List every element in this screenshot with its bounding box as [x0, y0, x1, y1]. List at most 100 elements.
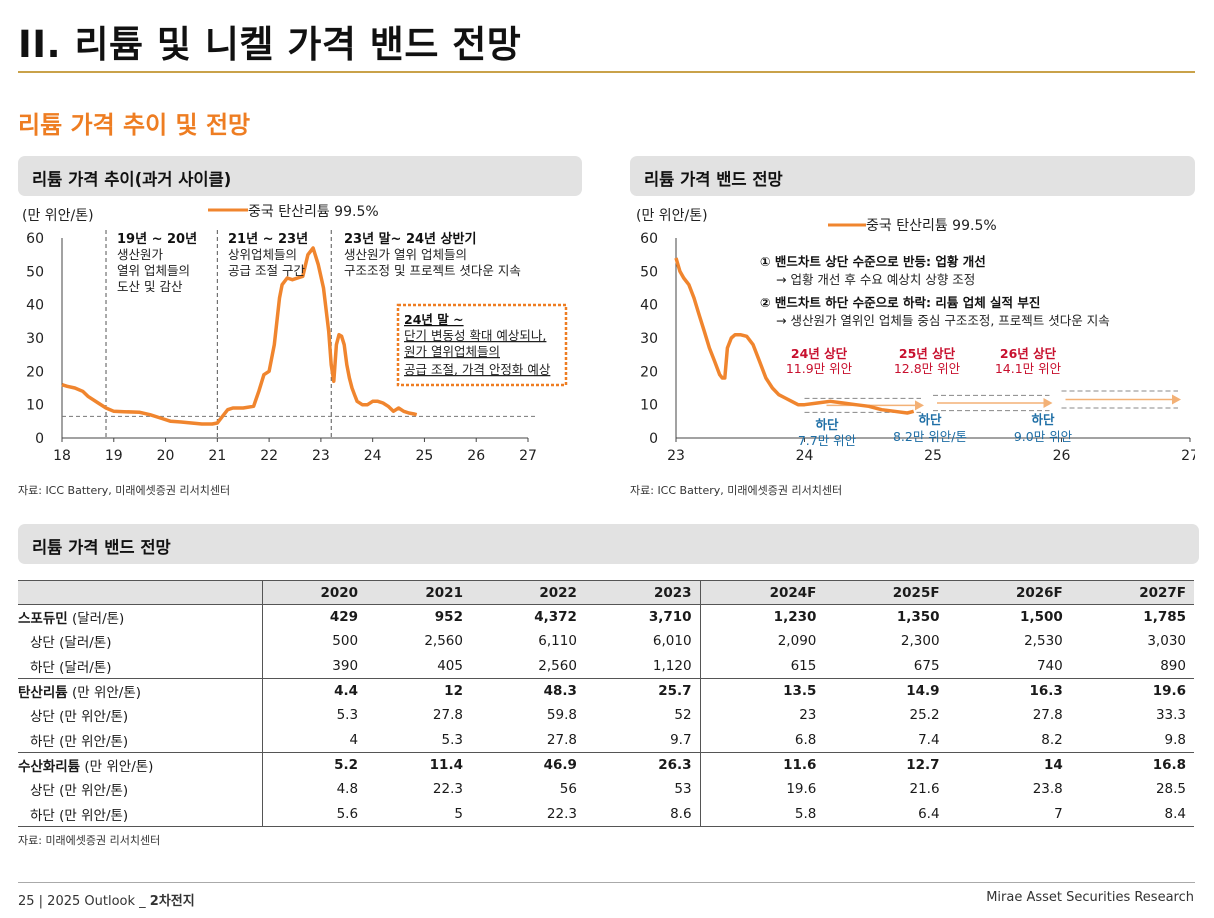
right-x-tick: 23: [667, 448, 685, 464]
right-chart-header: 리튬 가격 밴드 전망: [630, 156, 1195, 196]
table-row: 상단 (만 위안/톤) 5.3 27.8 59.8 52 23 25.2 27.8 33.3: [18, 703, 1194, 728]
left-y-tick: 50: [26, 264, 44, 280]
table-cell: 9.8: [1164, 731, 1186, 748]
right-y-tick: 30: [640, 331, 658, 347]
phase2-line1: 상위업체들의: [228, 247, 297, 262]
table-cell: 56: [559, 781, 577, 798]
callout-title: 24년 말 ~: [404, 312, 464, 327]
table-cell: 3,710: [584, 604, 701, 630]
table-cell: 59.8: [546, 707, 577, 724]
column-header: 2022: [470, 580, 585, 605]
note2-sub: → 생산원가 열위인 업체들 중심 구조조정, 프로젝트 셧다운 지속: [776, 313, 1110, 328]
row-label: 탄산리튬 (만 위안/톤): [18, 677, 263, 704]
right-x-tick: 27: [1181, 448, 1195, 464]
table-cell: 12.7: [824, 751, 948, 778]
table-cell: 48.3: [470, 677, 585, 704]
table-row: 상단 (만 위안/톤) 4.8 22.3 56 53 19.6 21.6 23.8 28.5: [18, 777, 1194, 802]
phase3-line2: 구조조정 및 프로젝트 셧다운 지속: [344, 263, 521, 278]
table-cell: 14: [947, 751, 1071, 778]
row-label-unit: (만 위안/톤): [80, 758, 154, 775]
row-label-name: 탄산리튬: [18, 685, 68, 702]
left-x-tick: 27: [519, 448, 537, 464]
left-chart-title: 리튬 가격 추이(과거 사이클): [32, 170, 232, 189]
left-x-tick: 22: [260, 448, 278, 464]
section-title: 리튬 가격 추이 및 전망: [18, 111, 251, 139]
table-cell: 11.4: [366, 751, 471, 778]
left-x-tick: 26: [467, 448, 485, 464]
phase2-line2: 공급 조절 구간: [228, 263, 305, 278]
left-callout-box: [396, 303, 568, 387]
upper-label-26: 26년 상단: [1000, 346, 1057, 361]
table-cell: 16.8: [1070, 751, 1194, 778]
table-cell: 19.6: [786, 781, 817, 798]
table-cell: 5.3: [336, 707, 359, 724]
table-cell: 1,785: [1070, 604, 1194, 630]
column-header: 2025F: [824, 580, 948, 605]
left-y-unit: (만 위안/톤): [22, 208, 94, 224]
table-cell: 5.2: [262, 751, 367, 778]
table-cell: 675: [913, 657, 940, 674]
table-row: 하단 (달러/톤) 390 405 2,560 1,120 615 675 740 890: [18, 653, 1194, 679]
lower-value-24: 7.7만 위안: [798, 433, 857, 448]
upper-value-25: 12.8만 위안: [894, 361, 961, 376]
table-cell: 2,530: [1024, 633, 1063, 650]
left-legend-label: 중국 탄산리튬 99.5%: [248, 204, 379, 220]
table-cell: 390: [332, 657, 359, 674]
right-chart-title: 리튬 가격 밴드 전망: [644, 170, 783, 189]
lower-label-24: 하단: [815, 417, 839, 432]
table-title: 리튬 가격 밴드 전망: [32, 538, 171, 557]
right-x-tick: 24: [796, 448, 814, 464]
table-cell: 1,230: [700, 604, 825, 630]
table-cell: 11.6: [700, 751, 825, 778]
table-cell: 23: [799, 707, 817, 724]
phase3-line1: 생산원가 열위 업체들의: [344, 247, 467, 262]
table-row: 상단 (달러/톤) 500 2,560 6,110 6,010 2,090 2,300 2,5…: [18, 629, 1194, 654]
right-legend-label: 중국 탄산리튬 99.5%: [866, 218, 997, 234]
band-arrow-head: [1043, 398, 1053, 408]
row-label: 하단 (달러/톤): [18, 653, 263, 679]
table-cell: 7.4: [918, 731, 940, 748]
note2-title: ② 밴드차트 하단 수준으로 하락: 리튬 업체 실적 부진: [760, 295, 1040, 310]
row-label-name: 스포듀민: [18, 611, 68, 628]
table-cell: 27.8: [1032, 707, 1063, 724]
footer-left-bold: 2차전지: [149, 894, 195, 909]
table-source: 자료: 미래에셋증권 리서치센터: [18, 834, 161, 847]
right-y-unit: (만 위안/톤): [636, 208, 708, 224]
table-cell: 8.6: [584, 801, 701, 827]
right-y-tick: 10: [640, 398, 658, 414]
phase1-line3: 도산 및 감산: [117, 279, 183, 294]
left-x-tick: 23: [312, 448, 330, 464]
table-cell: 52: [584, 703, 701, 728]
table-cell: 2,090: [777, 633, 817, 650]
table-cell: 740: [1036, 657, 1063, 674]
table-header: 리튬 가격 밴드 전망: [18, 524, 1199, 564]
phase2-title: 21년 ~ 23년: [228, 232, 308, 247]
row-label-name: 수산화리튬: [18, 758, 81, 775]
column-header: 2020: [262, 580, 367, 605]
table-cell: 2,560: [424, 633, 463, 650]
left-x-tick: 20: [157, 448, 175, 464]
right-chart: (만 위안/톤) 중국 탄산리튬 99.5% 0 10 20 30 40 50 60 23 2…: [636, 208, 1195, 464]
table-cell: 27.8: [432, 707, 463, 724]
upper-value-26: 14.1만 위안: [995, 361, 1062, 376]
lower-value-26: 9.0만 위안: [1014, 429, 1073, 444]
callout-line1: 단기 변동성 확대 예상되나,: [404, 328, 546, 343]
page-title: II. 리튬 및 니켈 가격 밴드 전망: [18, 23, 522, 66]
table-cell: 5.8: [700, 801, 825, 827]
table-cell: 8.4: [1070, 801, 1194, 827]
note1-title: ① 밴드차트 상단 수준으로 반등: 업황 개선: [760, 254, 986, 269]
right-series-line: [674, 257, 915, 415]
lower-value-25: 8.2만 위안/톤: [893, 429, 967, 444]
row-label: 하단 (만 위안/톤): [18, 801, 263, 827]
right-x-tick: 26: [1053, 448, 1071, 464]
table-cell: 5.6: [262, 801, 367, 827]
table-cell: 28.5: [1155, 781, 1186, 798]
table-cell: 22.3: [432, 781, 463, 798]
right-y-tick: 0: [649, 431, 658, 447]
table-cell: 500: [332, 633, 359, 650]
table-cell: 22.3: [470, 801, 585, 827]
left-y-tick: 20: [26, 364, 44, 380]
title-rule: [18, 71, 1195, 73]
left-y-tick: 60: [26, 231, 44, 247]
table-row: 탄산리튬 (만 위안/톤) 4.4 12 48.3 25.7 13.5 14.9 16.3 19…: [18, 677, 1194, 704]
